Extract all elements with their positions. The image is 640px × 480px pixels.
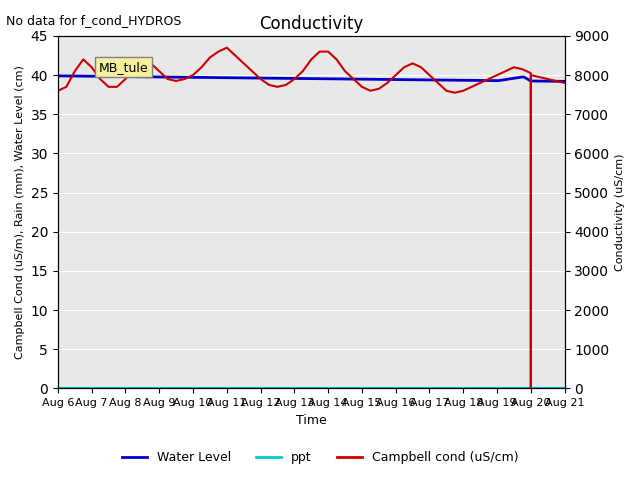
Water Level — [356, 76, 364, 82]
ppt — [561, 385, 568, 391]
Y-axis label: Campbell Cond (uS/m), Rain (mm), Water Level (cm): Campbell Cond (uS/m), Rain (mm), Water L… — [15, 65, 25, 359]
Campbell cond (uS/cm) — [223, 45, 230, 50]
Line: Water Level: Water Level — [58, 76, 564, 82]
Text: MB_tule: MB_tule — [99, 60, 148, 73]
ppt — [56, 385, 63, 391]
Campbell cond (uS/cm) — [527, 385, 534, 391]
Line: Campbell cond (uS/cm): Campbell cond (uS/cm) — [58, 48, 564, 388]
Campbell cond (uS/cm) — [198, 64, 205, 70]
ppt — [513, 385, 521, 391]
Water Level — [354, 76, 362, 82]
Text: No data for f_cond_HYDROS: No data for f_cond_HYDROS — [6, 14, 182, 27]
ppt — [354, 385, 362, 391]
Campbell cond (uS/cm) — [54, 88, 61, 94]
ppt — [356, 385, 364, 391]
Title: Conductivity: Conductivity — [259, 15, 364, 33]
Legend: Water Level, ppt, Campbell cond (uS/cm): Water Level, ppt, Campbell cond (uS/cm) — [116, 446, 524, 469]
Campbell cond (uS/cm) — [307, 57, 315, 62]
ppt — [481, 385, 489, 391]
Water Level — [364, 76, 372, 82]
ppt — [54, 385, 61, 391]
Water Level — [513, 75, 521, 81]
Campbell cond (uS/cm) — [426, 72, 433, 78]
Water Level — [481, 78, 489, 84]
Water Level — [561, 79, 568, 84]
Campbell cond (uS/cm) — [552, 78, 560, 84]
Y-axis label: Conductivity (uS/cm): Conductivity (uS/cm) — [615, 154, 625, 271]
Campbell cond (uS/cm) — [324, 49, 332, 55]
X-axis label: Time: Time — [296, 414, 326, 427]
Campbell cond (uS/cm) — [214, 49, 222, 55]
ppt — [364, 385, 372, 391]
Campbell cond (uS/cm) — [561, 80, 568, 86]
Water Level — [54, 73, 61, 79]
Water Level — [56, 73, 63, 79]
